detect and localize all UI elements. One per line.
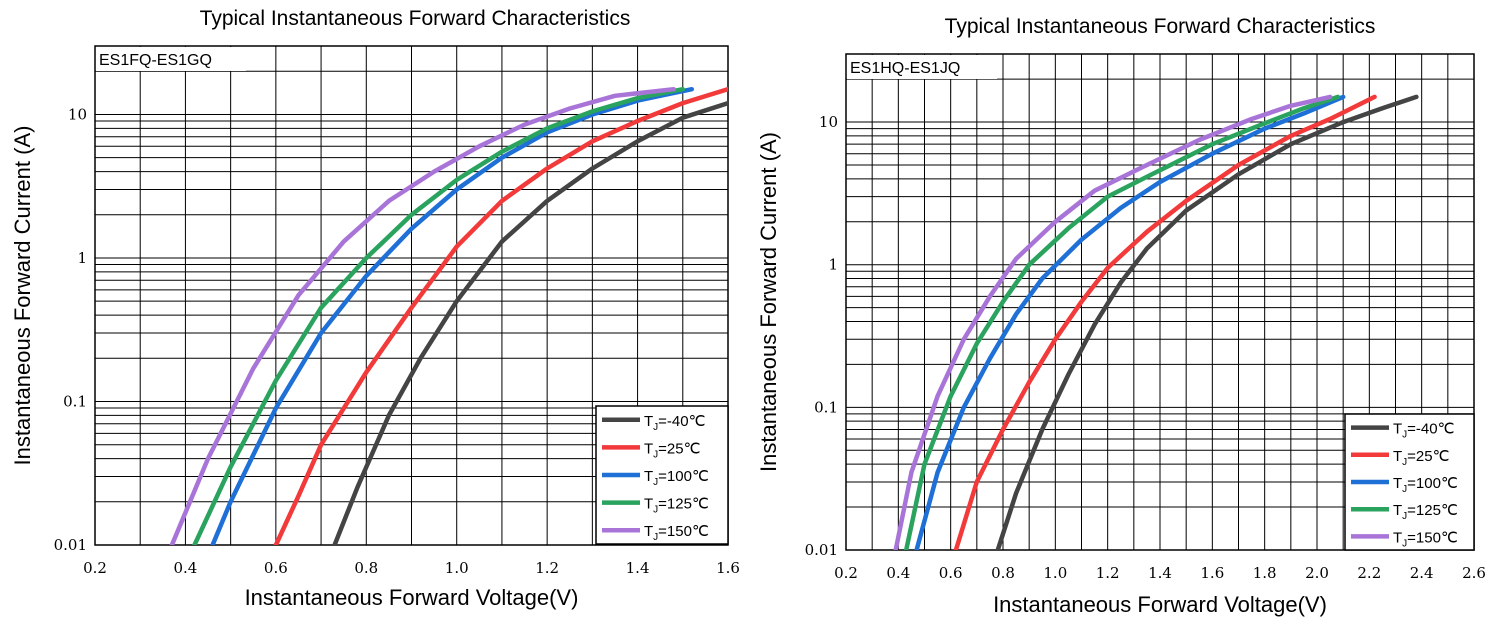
chart-title: Typical Instantaneous Forward Characteri…: [200, 7, 631, 30]
x-tick-label: 0.8: [991, 564, 1015, 582]
series-line: [914, 94, 1346, 550]
legend-label: TJ=125℃: [1393, 502, 1458, 522]
x-tick-label: 1.8: [1253, 564, 1277, 582]
x-tick-label: 2.0: [1305, 564, 1329, 582]
series-line: [995, 94, 1419, 550]
x-axis-title: Instantaneous Forward Voltage(V): [245, 585, 579, 610]
chart-1: Typical Instantaneous Forward Characteri…: [10, 7, 740, 610]
series-group: [893, 94, 1419, 550]
x-tick-label: 2.4: [1410, 564, 1434, 582]
y-tick-label: 10: [68, 105, 87, 123]
x-tick-label: 1.4: [1148, 564, 1172, 582]
y-tick-label: 0.01: [54, 536, 87, 554]
chart-title: Typical Instantaneous Forward Characteri…: [945, 15, 1376, 38]
x-tick-label: 0.8: [354, 559, 378, 577]
x-axis-title: Instantaneous Forward Voltage(V): [993, 592, 1327, 617]
legend-label: TJ=150℃: [644, 523, 709, 543]
y-tick-label: 0.1: [814, 398, 838, 416]
x-tick-label: 0.4: [886, 564, 910, 582]
x-tick-label: 2.6: [1462, 564, 1486, 582]
x-tick-label: 0.2: [83, 559, 107, 577]
part-label: ES1FQ-ES1GQ: [99, 52, 212, 69]
part-label-background: [96, 47, 246, 71]
legend-label: TJ=100℃: [1393, 475, 1458, 495]
legend-label: TJ=-40℃: [1393, 421, 1454, 441]
legend-label: TJ=150℃: [1393, 529, 1458, 549]
legend-label: TJ=100℃: [644, 468, 709, 488]
x-tick-label: 1.0: [1043, 564, 1067, 582]
x-tick-label: 1.2: [1096, 564, 1120, 582]
y-tick-label: 0.1: [63, 392, 87, 410]
legend-label: TJ=25℃: [1393, 448, 1449, 468]
x-tick-label: 0.2: [834, 564, 858, 582]
x-tick-label: 0.6: [939, 564, 963, 582]
legend-label: TJ=-40℃: [644, 413, 705, 433]
series-line: [210, 86, 695, 545]
y-axis-title: Instantaneous Forward Current (A): [756, 132, 781, 472]
x-tick-label: 0.6: [264, 559, 288, 577]
series-line: [273, 86, 728, 545]
x-tick-label: 2.2: [1357, 564, 1381, 582]
legend-label: TJ=25℃: [644, 440, 700, 460]
plot-frame: [845, 53, 1475, 551]
series-line: [953, 94, 1377, 550]
x-tick-label: 1.4: [626, 559, 650, 577]
chart-2: Typical Instantaneous Forward Characteri…: [756, 15, 1486, 617]
y-tick-label: 10: [819, 113, 838, 131]
x-tick-label: 1.2: [535, 559, 559, 577]
y-tick-label: 1: [77, 249, 87, 267]
series-line: [192, 86, 686, 545]
y-tick-label: 0.01: [805, 541, 838, 559]
part-label-background: [847, 55, 997, 79]
series-line: [903, 94, 1341, 550]
x-tick-label: 1.0: [445, 559, 469, 577]
plot-frame: [94, 45, 729, 546]
legend-label: TJ=125℃: [644, 496, 709, 516]
series-line: [332, 100, 728, 545]
x-tick-label: 0.4: [173, 559, 197, 577]
part-label: ES1HQ-ES1JQ: [850, 60, 960, 77]
x-tick-label: 1.6: [716, 559, 740, 577]
x-tick-label: 1.6: [1200, 564, 1224, 582]
series-group: [169, 86, 728, 545]
y-axis-title: Instantaneous Forward Current (A): [10, 126, 35, 466]
series-line: [169, 86, 676, 545]
series-line: [893, 94, 1333, 550]
y-tick-label: 1: [828, 256, 838, 274]
